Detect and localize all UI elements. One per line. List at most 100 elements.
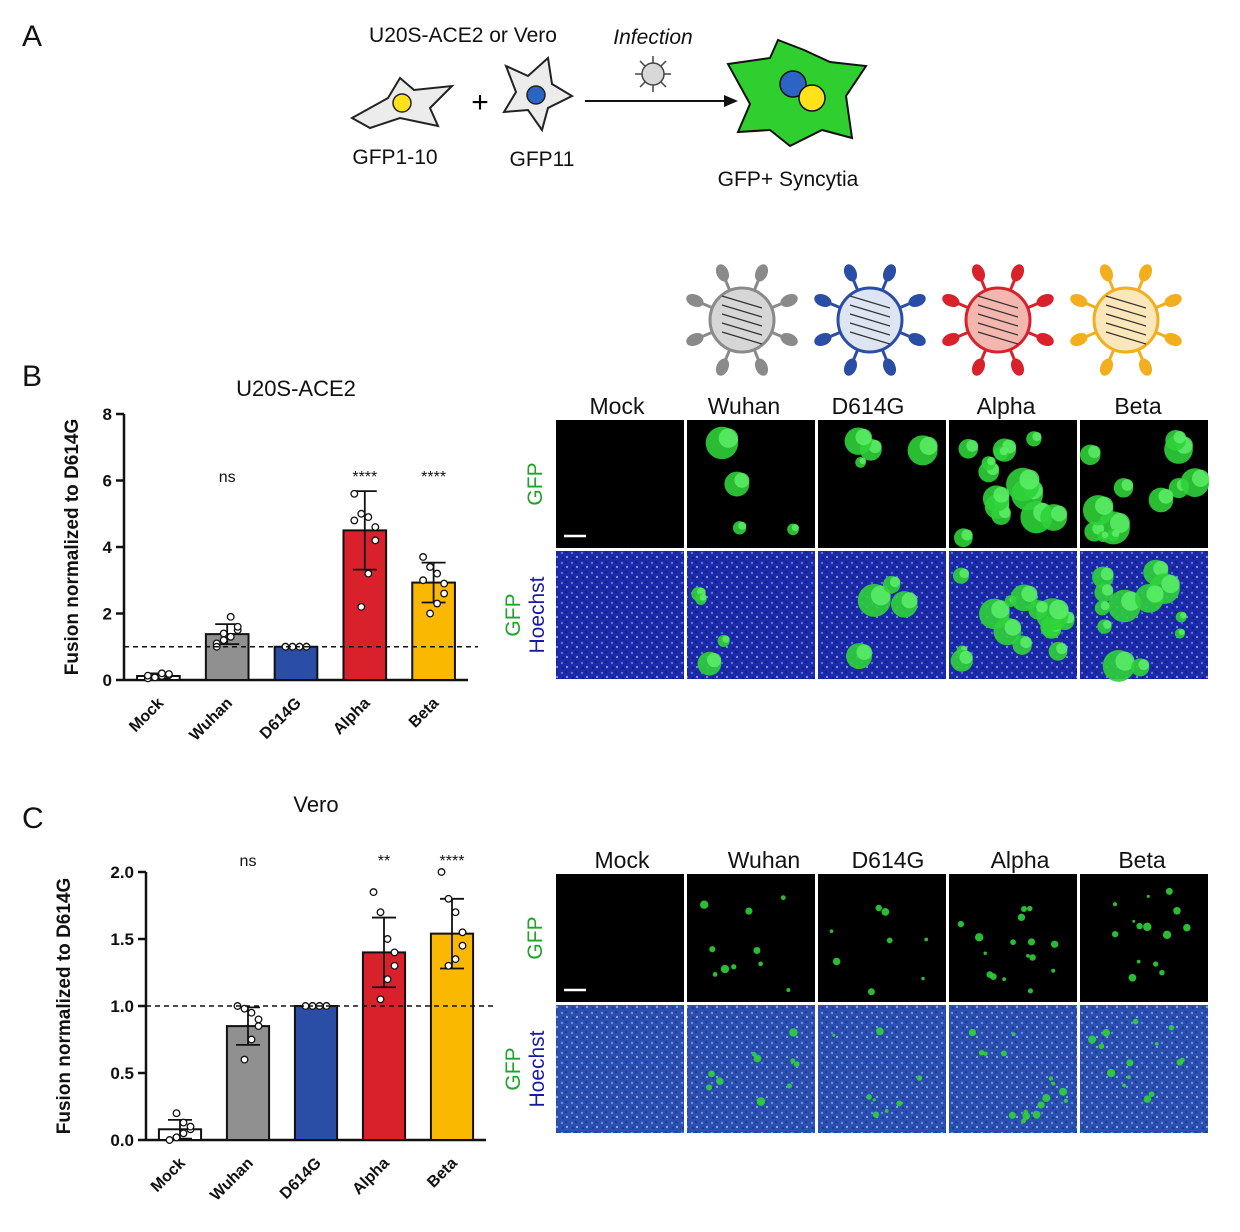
data-point <box>440 579 449 588</box>
y-tick-label: 0.0 <box>110 1131 134 1150</box>
significance-label: **** <box>352 469 377 486</box>
x-tick-label: Alpha <box>349 1155 393 1199</box>
data-point <box>240 1055 249 1064</box>
gfp-image-d614g <box>818 874 946 1002</box>
data-point <box>433 599 442 608</box>
gfp-image-beta <box>1080 874 1208 1002</box>
data-point <box>240 1004 249 1013</box>
y-tick-label: 0 <box>103 671 112 690</box>
infection-label: Infection <box>613 26 692 49</box>
gfp-image-wuhan <box>687 420 815 548</box>
infection-arrow <box>585 95 738 107</box>
data-point <box>247 1008 256 1017</box>
data-point <box>451 955 460 964</box>
merge-image-beta <box>1080 1005 1208 1133</box>
gfp1-10-cell <box>349 76 455 130</box>
chart-title: Vero <box>293 792 338 817</box>
data-point <box>371 523 380 531</box>
data-point <box>376 908 385 917</box>
y-tick-label: 6 <box>103 472 112 491</box>
data-point <box>357 509 366 518</box>
data-point <box>419 553 428 561</box>
virus-icon-d614g <box>814 264 926 376</box>
virus-icon-wuhan <box>686 264 798 376</box>
data-point <box>143 671 152 680</box>
column-label-alpha: Alpha <box>991 847 1050 873</box>
y-tick-label: 0.5 <box>110 1064 134 1083</box>
row-label-merge-gfp: GFP <box>502 593 525 636</box>
data-point <box>226 632 235 641</box>
x-tick-label: Wuhan <box>207 1155 257 1205</box>
data-point <box>164 670 173 678</box>
merge-image-mock <box>556 1005 684 1133</box>
row-label-hoechst: Hoechst <box>526 1030 549 1107</box>
x-tick-label: Beta <box>406 695 443 732</box>
gfp11-cell <box>502 56 575 133</box>
data-point <box>172 1109 181 1118</box>
variant-virus-icons <box>686 264 1182 376</box>
gfp-image-beta <box>1079 420 1210 548</box>
row-label-gfp: GFP <box>524 916 547 959</box>
data-point <box>426 563 435 571</box>
y-axis-label: Fusion normalized to D614G <box>62 419 83 676</box>
column-label-wuhan: Wuhan <box>728 847 800 873</box>
merge-image-wuhan <box>687 551 815 679</box>
column-label-d614g: D614G <box>832 393 905 419</box>
column-label-mock: Mock <box>595 847 650 873</box>
x-tick-label: Beta <box>424 1155 461 1192</box>
merge-image-mock <box>556 551 684 679</box>
data-point <box>376 995 385 1004</box>
panel-b-letter: B <box>22 360 42 393</box>
cell-line-label: U20S-ACE2 or Vero <box>369 24 557 47</box>
y-tick-label: 8 <box>103 405 112 424</box>
data-point <box>444 961 453 970</box>
syncytium-cell <box>726 38 868 148</box>
merge-image-wuhan <box>687 1005 815 1133</box>
significance-label: ns <box>219 469 236 486</box>
merge-image-d614g <box>818 551 946 679</box>
significance-label: ** <box>378 853 390 870</box>
gfp-image-alpha <box>949 874 1077 1002</box>
data-point <box>364 569 373 578</box>
x-tick-label: Mock <box>126 695 167 736</box>
data-point <box>157 669 166 678</box>
x-tick-label: D614G <box>277 1155 325 1203</box>
data-point <box>437 868 446 876</box>
data-point <box>350 516 359 525</box>
column-label-d614g: D614G <box>852 847 925 873</box>
data-point <box>364 513 373 522</box>
column-label-beta: Beta <box>1118 847 1166 873</box>
significance-label: ns <box>240 853 257 870</box>
x-tick-label: Mock <box>148 1155 189 1196</box>
data-point <box>383 935 392 943</box>
panel-c-letter: C <box>22 802 44 835</box>
merge-image-d614g <box>818 1005 946 1133</box>
data-point <box>383 975 392 984</box>
data-point <box>150 673 159 682</box>
x-tick-label: Wuhan <box>187 695 237 745</box>
chart-title: U20S-ACE2 <box>236 376 356 401</box>
data-point <box>186 1122 195 1131</box>
y-tick-label: 1.5 <box>110 930 134 949</box>
merge-image-alpha <box>949 1005 1077 1133</box>
data-point <box>226 612 235 621</box>
chart-u2os-ace2: U20S-ACE2 Fusion normalized to D614G 0 2 4 6 8… <box>62 376 478 744</box>
y-tick-label: 1.0 <box>110 997 134 1016</box>
panel-a-letter: A <box>22 20 42 53</box>
gfp-image-wuhan <box>687 874 815 1002</box>
plus-sign: + <box>471 86 489 119</box>
data-point <box>433 569 442 578</box>
data-point <box>233 622 242 631</box>
data-point <box>219 636 228 645</box>
column-label-beta: Beta <box>1114 393 1162 419</box>
data-point <box>390 948 399 957</box>
gfp1-10-label: GFP1-10 <box>352 146 437 169</box>
x-tick-label: D614G <box>257 695 305 743</box>
data-point <box>426 609 435 618</box>
data-point <box>247 1035 256 1044</box>
data-point <box>369 888 378 897</box>
syncytia-label: GFP+ Syncytia <box>718 168 859 191</box>
data-point <box>458 928 467 937</box>
